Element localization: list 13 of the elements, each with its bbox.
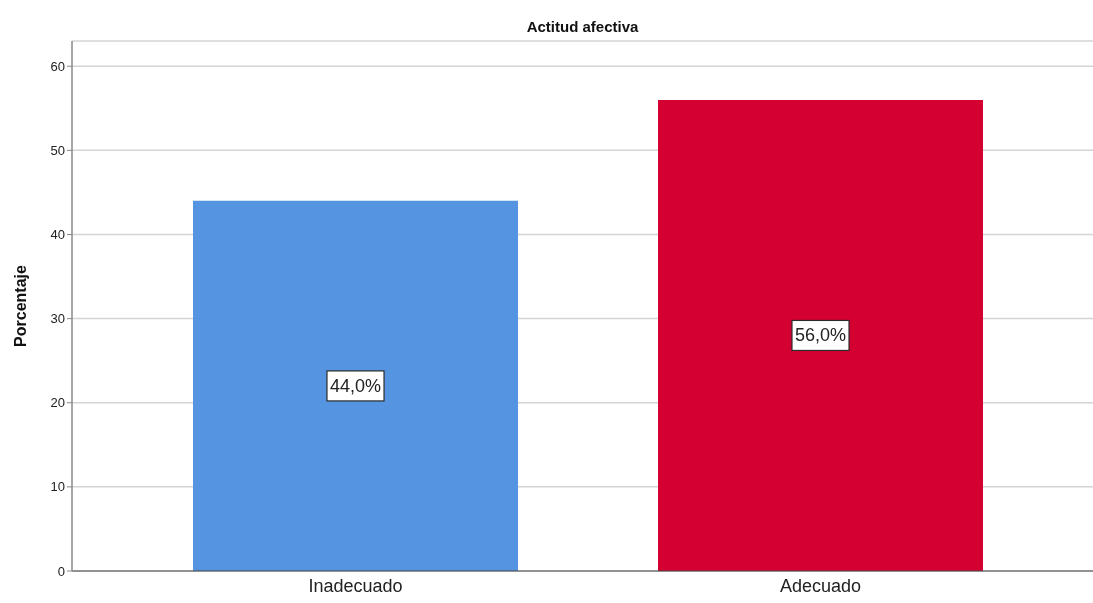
data-label: 44,0%	[329, 375, 382, 396]
y-tick-label: 0	[57, 563, 65, 579]
y-tick-label: 30	[50, 311, 65, 327]
chart-title: Actitud afectiva	[525, 18, 640, 36]
x-tick-label: Adecuado	[779, 575, 862, 596]
x-tick-label: Inadecuado	[308, 575, 403, 596]
y-tick-label: 50	[50, 142, 65, 158]
y-tick-label: 60	[50, 58, 65, 74]
y-tick-label: 40	[50, 227, 65, 243]
y-tick-label: 20	[50, 395, 65, 411]
y-tick-label: 10	[50, 479, 65, 495]
y-axis-title: Porcentaje	[11, 264, 29, 347]
data-label: 56,0%	[794, 325, 847, 346]
